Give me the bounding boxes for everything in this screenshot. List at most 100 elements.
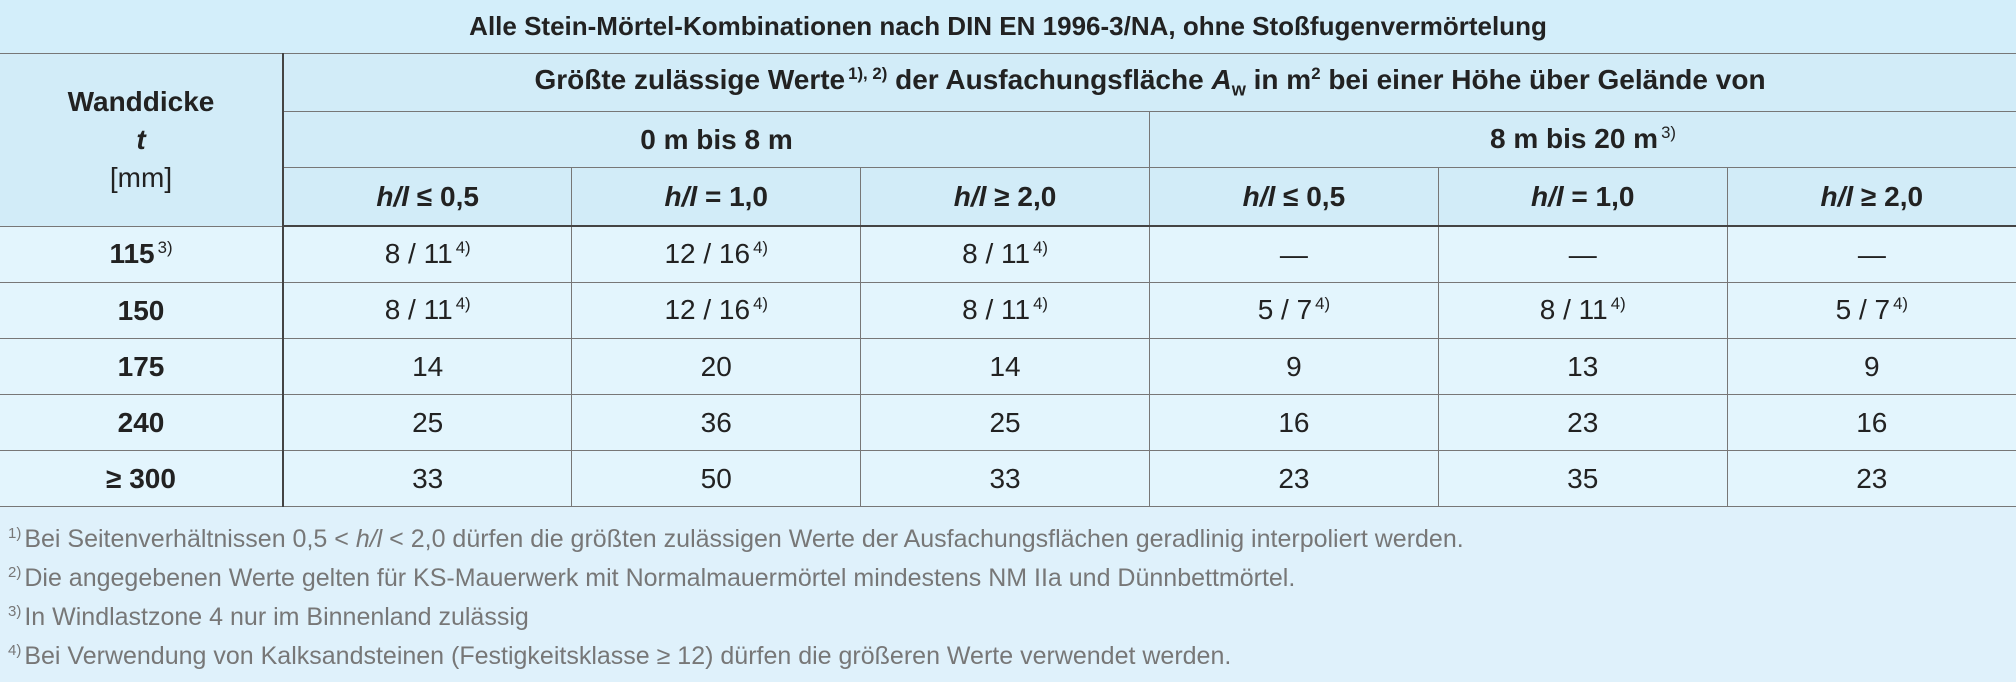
cell-text: 8 / 11 — [962, 294, 1031, 326]
header-subscript: w — [1231, 79, 1246, 100]
cell-text: 23 — [1856, 462, 1888, 494]
footnote-ref: 4) — [1315, 294, 1331, 314]
table-cell: — — [1148, 225, 1439, 283]
ratio-variable: h/l — [664, 180, 698, 212]
cell-text: 14 — [412, 350, 444, 382]
table-title: Alle Stein-Mörtel-Kombinationen nach DIN… — [0, 0, 2016, 54]
column-header: Wanddicke t [mm] — [0, 53, 284, 227]
ratio-variable: h/l — [1242, 180, 1276, 212]
cell-text: 240 — [117, 406, 165, 438]
table-row: 175 14 20 14 9 13 9 — [0, 338, 2016, 395]
table-cell: — — [1726, 225, 2016, 283]
table-row: 115 3) 8 / 11 4) 12 / 16 4) 8 / 11 4) — — — — [0, 225, 2016, 283]
table-cell: 23 — [1437, 394, 1728, 451]
table-cell: 25 — [282, 394, 573, 451]
main-header: Größte zulässige Werte 1), 2) der Ausfach… — [282, 53, 2016, 112]
table-row: ≥ 300 33 50 33 23 35 23 — [0, 450, 2016, 507]
cell-text: 8 / 11 — [384, 294, 453, 326]
footnote: 4) Bei Verwendung von Kalksandsteinen (Fe… — [8, 634, 2016, 673]
footnote-text: Bei Verwendung von Kalksandsteinen (Fest… — [24, 642, 1232, 670]
table-cell: 14 — [282, 338, 573, 395]
ratio-header: h/l = 1,0 — [1437, 167, 1728, 227]
ratio-value: = 1,0 — [704, 180, 768, 212]
row-label: 115 3) — [0, 225, 284, 283]
table-row: 240 25 36 25 16 23 16 — [0, 394, 2016, 451]
cell-text: 14 — [989, 350, 1021, 382]
cell-text: 23 — [1567, 406, 1599, 438]
table-cell: 12 / 16 4) — [571, 282, 862, 339]
cell-text: ≥ 300 — [106, 462, 176, 494]
table-cell: 9 — [1726, 338, 2016, 395]
table-cell: 33 — [282, 450, 573, 507]
cell-text: 16 — [1278, 406, 1310, 438]
ratio-variable: h/l — [1530, 180, 1564, 212]
cell-text: 12 / 16 — [664, 238, 751, 270]
cell-text: — — [1857, 238, 1886, 270]
cell-text: 50 — [700, 462, 732, 494]
cell-text: 9 — [1864, 350, 1880, 382]
footnote-ref: 1), 2) — [848, 64, 888, 84]
row-label: ≥ 300 — [0, 450, 284, 507]
cell-text: 9 — [1286, 350, 1302, 382]
cell-text: 12 / 16 — [664, 294, 751, 326]
table-cell: 9 — [1148, 338, 1439, 395]
cell-text: 35 — [1567, 462, 1599, 494]
table-cell: 8 / 11 4) — [860, 225, 1150, 283]
table-cell: 20 — [571, 338, 862, 395]
ratio-header: h/l = 1,0 — [571, 167, 862, 227]
footnote-ref: 3) — [1661, 123, 1676, 143]
table-cell: 16 — [1148, 394, 1439, 451]
table-cell: 14 — [860, 338, 1150, 395]
ratio-header: h/l ≤ 0,5 — [1148, 167, 1439, 227]
table-cell: 35 — [1437, 450, 1728, 507]
footnote: 2) Die angegebenen Werte gelten für KS-Ma… — [8, 556, 2016, 595]
footnote-text: In Windlastzone 4 nur im Binnenland zulä… — [24, 603, 529, 631]
footnote-ref: 4) — [753, 238, 769, 258]
footnote-ref: 4) — [455, 238, 471, 258]
cell-text: 25 — [412, 406, 444, 438]
cell-text: 115 — [109, 238, 155, 270]
cell-text: 13 — [1567, 350, 1599, 382]
table-cell: 23 — [1148, 450, 1439, 507]
table-cell: 50 — [571, 450, 862, 507]
cell-text: 23 — [1278, 462, 1310, 494]
header-text: Größte zulässige Werte — [534, 64, 846, 96]
ratio-value: ≤ 0,5 — [416, 180, 479, 212]
footnotes: 1) Bei Seitenverhältnissen 0,5 < h/l < 2,… — [0, 507, 2016, 673]
ratio-header: h/l ≤ 0,5 — [283, 167, 573, 227]
table: Alle Stein-Mörtel-Kombinationen nach DIN… — [0, 0, 2016, 507]
table-cell: 16 — [1726, 394, 2016, 451]
ratio-variable: h/l — [953, 180, 987, 212]
footnote-mark: 1) — [8, 525, 22, 542]
footnote-ref: 4) — [455, 294, 471, 314]
table-row: 150 8 / 11 4) 12 / 16 4) 8 / 11 4) 5 / 7 4) 8 / 1… — [0, 282, 2016, 339]
footnote-text: Bei Seitenverhältnissen 0,5 < — [24, 525, 349, 553]
table-cell: 5 / 7 4) — [1726, 282, 2016, 339]
cell-text: 8 / 11 — [384, 238, 453, 270]
ratio-value: ≥ 2,0 — [994, 180, 1057, 212]
cell-text: — — [1568, 238, 1597, 270]
table-cell: 12 / 16 4) — [571, 225, 862, 283]
footnote-mark: 3) — [8, 603, 22, 620]
cell-text: 150 — [117, 294, 165, 326]
table-cell: 5 / 7 4) — [1148, 282, 1439, 339]
footnote-ref: 4) — [1033, 294, 1049, 314]
cell-text: 8 / 11 — [1539, 294, 1608, 326]
footnote-ref: 4) — [1610, 294, 1626, 314]
cell-text: 20 — [700, 350, 732, 382]
row-label: 150 — [0, 282, 284, 339]
table-cell: — — [1437, 225, 1728, 283]
header-superscript: 2 — [1311, 64, 1321, 84]
cell-text: 8 / 11 — [962, 238, 1031, 270]
cell-text: 5 / 7 — [1835, 294, 1891, 326]
footnote: 3) In Windlastzone 4 nur im Binnenland zu… — [8, 595, 2016, 634]
footnote-text: < 2,0 dürfen die größten zulässigen Wert… — [389, 525, 1464, 553]
group-header: 0 m bis 8 m — [283, 111, 1150, 168]
ratio-value: = 1,0 — [1571, 180, 1635, 212]
ratio-variable: h/l — [376, 180, 410, 212]
table-cell: 33 — [860, 450, 1150, 507]
header-text: in m — [1253, 64, 1312, 96]
group-header: 8 m bis 20 m 3) — [1148, 111, 2016, 168]
ratio-value: ≤ 0,5 — [1283, 180, 1346, 212]
